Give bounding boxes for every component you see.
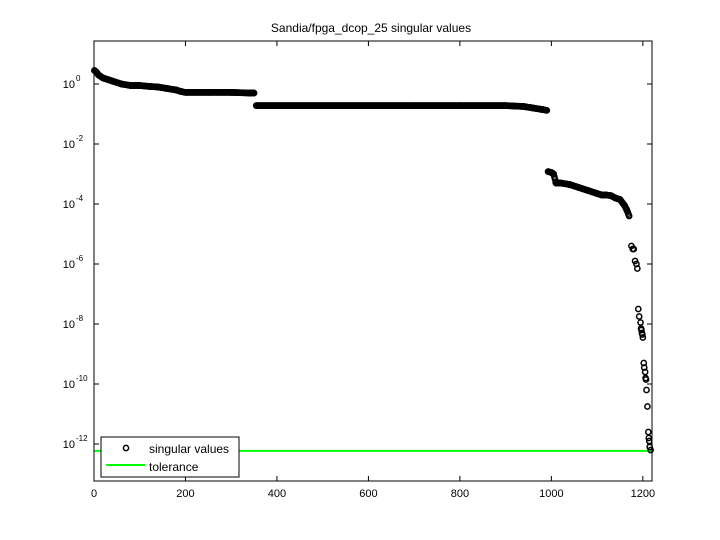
data-point [529, 104, 537, 112]
data-point [136, 82, 144, 89]
data-point [145, 83, 153, 90]
y-tick-exponent: -8 [76, 314, 84, 323]
y-tick-label: 10 [63, 319, 75, 331]
data-point [204, 89, 212, 96]
data-point [154, 83, 162, 91]
data-point [639, 334, 647, 341]
data-point [575, 184, 583, 191]
y-tick-exponent: 0 [76, 74, 81, 83]
data-point [644, 403, 651, 410]
x-tick-label: 400 [268, 488, 286, 500]
data-point [118, 80, 125, 88]
data-point [635, 313, 643, 320]
legend-box [100, 436, 240, 478]
data-point [273, 102, 281, 109]
x-tick-label: 800 [451, 488, 469, 500]
data-point [639, 331, 646, 338]
data-point [410, 102, 418, 109]
data-point [456, 102, 464, 109]
data-point [566, 181, 574, 188]
data-point [108, 77, 116, 85]
y-tick-label: 10 [63, 199, 75, 211]
data-point [365, 102, 372, 109]
y-tick-exponent: -10 [76, 374, 88, 383]
y-tick-label: 10 [63, 259, 75, 271]
data-point [95, 71, 102, 79]
data-point [127, 82, 134, 89]
data-point [163, 85, 171, 92]
x-tick-label: 0 [91, 488, 97, 500]
legend-marker-circle-icon [122, 444, 130, 452]
data-point [99, 74, 107, 82]
x-tick-label: 600 [359, 488, 377, 500]
data-point [253, 102, 260, 109]
y-tick-label: 10 [63, 79, 75, 91]
chart-title: Sandia/fpga_dcop_25 singular values [271, 21, 471, 35]
y-tick-exponent: -4 [76, 194, 84, 203]
data-point [630, 245, 638, 253]
data-point [642, 376, 650, 383]
y-tick-label: 10 [63, 139, 75, 151]
y-tick-exponent: -2 [76, 134, 84, 143]
data-point [182, 89, 189, 96]
data-point [227, 89, 235, 96]
data-point [543, 107, 551, 114]
y-tick-label: 10 [63, 439, 75, 451]
data-point [634, 305, 642, 313]
plot-area [91, 67, 654, 454]
data-point [557, 179, 564, 187]
data-point [644, 428, 652, 436]
data-point [319, 102, 327, 109]
y-tick-exponent: -12 [76, 434, 88, 443]
data-point [584, 187, 592, 194]
data-point [623, 206, 631, 214]
legend-label-singular-values: singular values [149, 442, 229, 456]
data-point [637, 319, 644, 326]
data-point [502, 102, 509, 109]
x-tick-label: 200 [176, 488, 194, 500]
data-point [645, 434, 653, 442]
data-point [641, 368, 649, 376]
data-point [616, 196, 624, 203]
data-point [634, 265, 641, 272]
y-tick-label: 10 [63, 379, 75, 391]
axes-box [93, 40, 653, 482]
x-tick-label: 1000 [539, 488, 563, 500]
x-tick-label: 1200 [631, 488, 655, 500]
x-axis: 0 200 400 600 800 1000 1200 [91, 41, 655, 500]
data-point [520, 103, 528, 110]
data-point [625, 212, 633, 220]
data-point [550, 170, 558, 178]
legend-label-tolerance: tolerance [149, 460, 199, 474]
data-point [250, 89, 258, 97]
data-point [643, 386, 650, 394]
data-point [647, 446, 654, 454]
legend: singular values tolerance [100, 436, 240, 478]
y-tick-exponent: -6 [76, 254, 84, 263]
